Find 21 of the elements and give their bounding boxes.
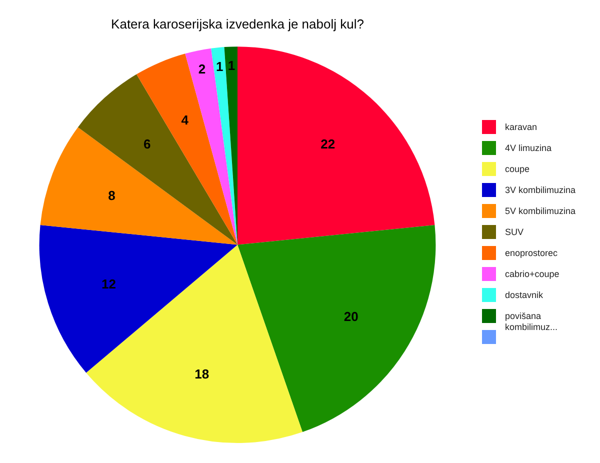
data-label: 4	[181, 112, 190, 128]
legend-label: 3V kombilimuzina	[505, 184, 576, 196]
data-label: 12	[102, 276, 116, 292]
legend-label: 4V limuzina	[505, 142, 552, 154]
data-label: 1	[228, 58, 236, 74]
data-label: 8	[108, 188, 116, 203]
legend-label: 5V kombilimuzina	[505, 205, 576, 217]
legend-label: dostavnik	[505, 289, 544, 301]
legend-label: enoprostorec	[505, 247, 558, 259]
data-label: 6	[143, 136, 151, 152]
legend-label: cabrio+coupe	[505, 268, 560, 280]
chart-title: Katera karoserijska izvedenka je nabolj kul?	[111, 16, 364, 32]
data-label: 18	[194, 366, 210, 382]
legend-label: karavan	[505, 121, 538, 133]
data-label: 22	[320, 136, 336, 152]
data-label: 1	[216, 58, 224, 74]
legend-label: SUV	[505, 226, 524, 238]
legend-label: povišana kombilimuz...	[505, 310, 559, 333]
data-label: 20	[344, 308, 358, 324]
data-label: 2	[198, 62, 206, 77]
legend-label: coupe	[505, 163, 530, 175]
